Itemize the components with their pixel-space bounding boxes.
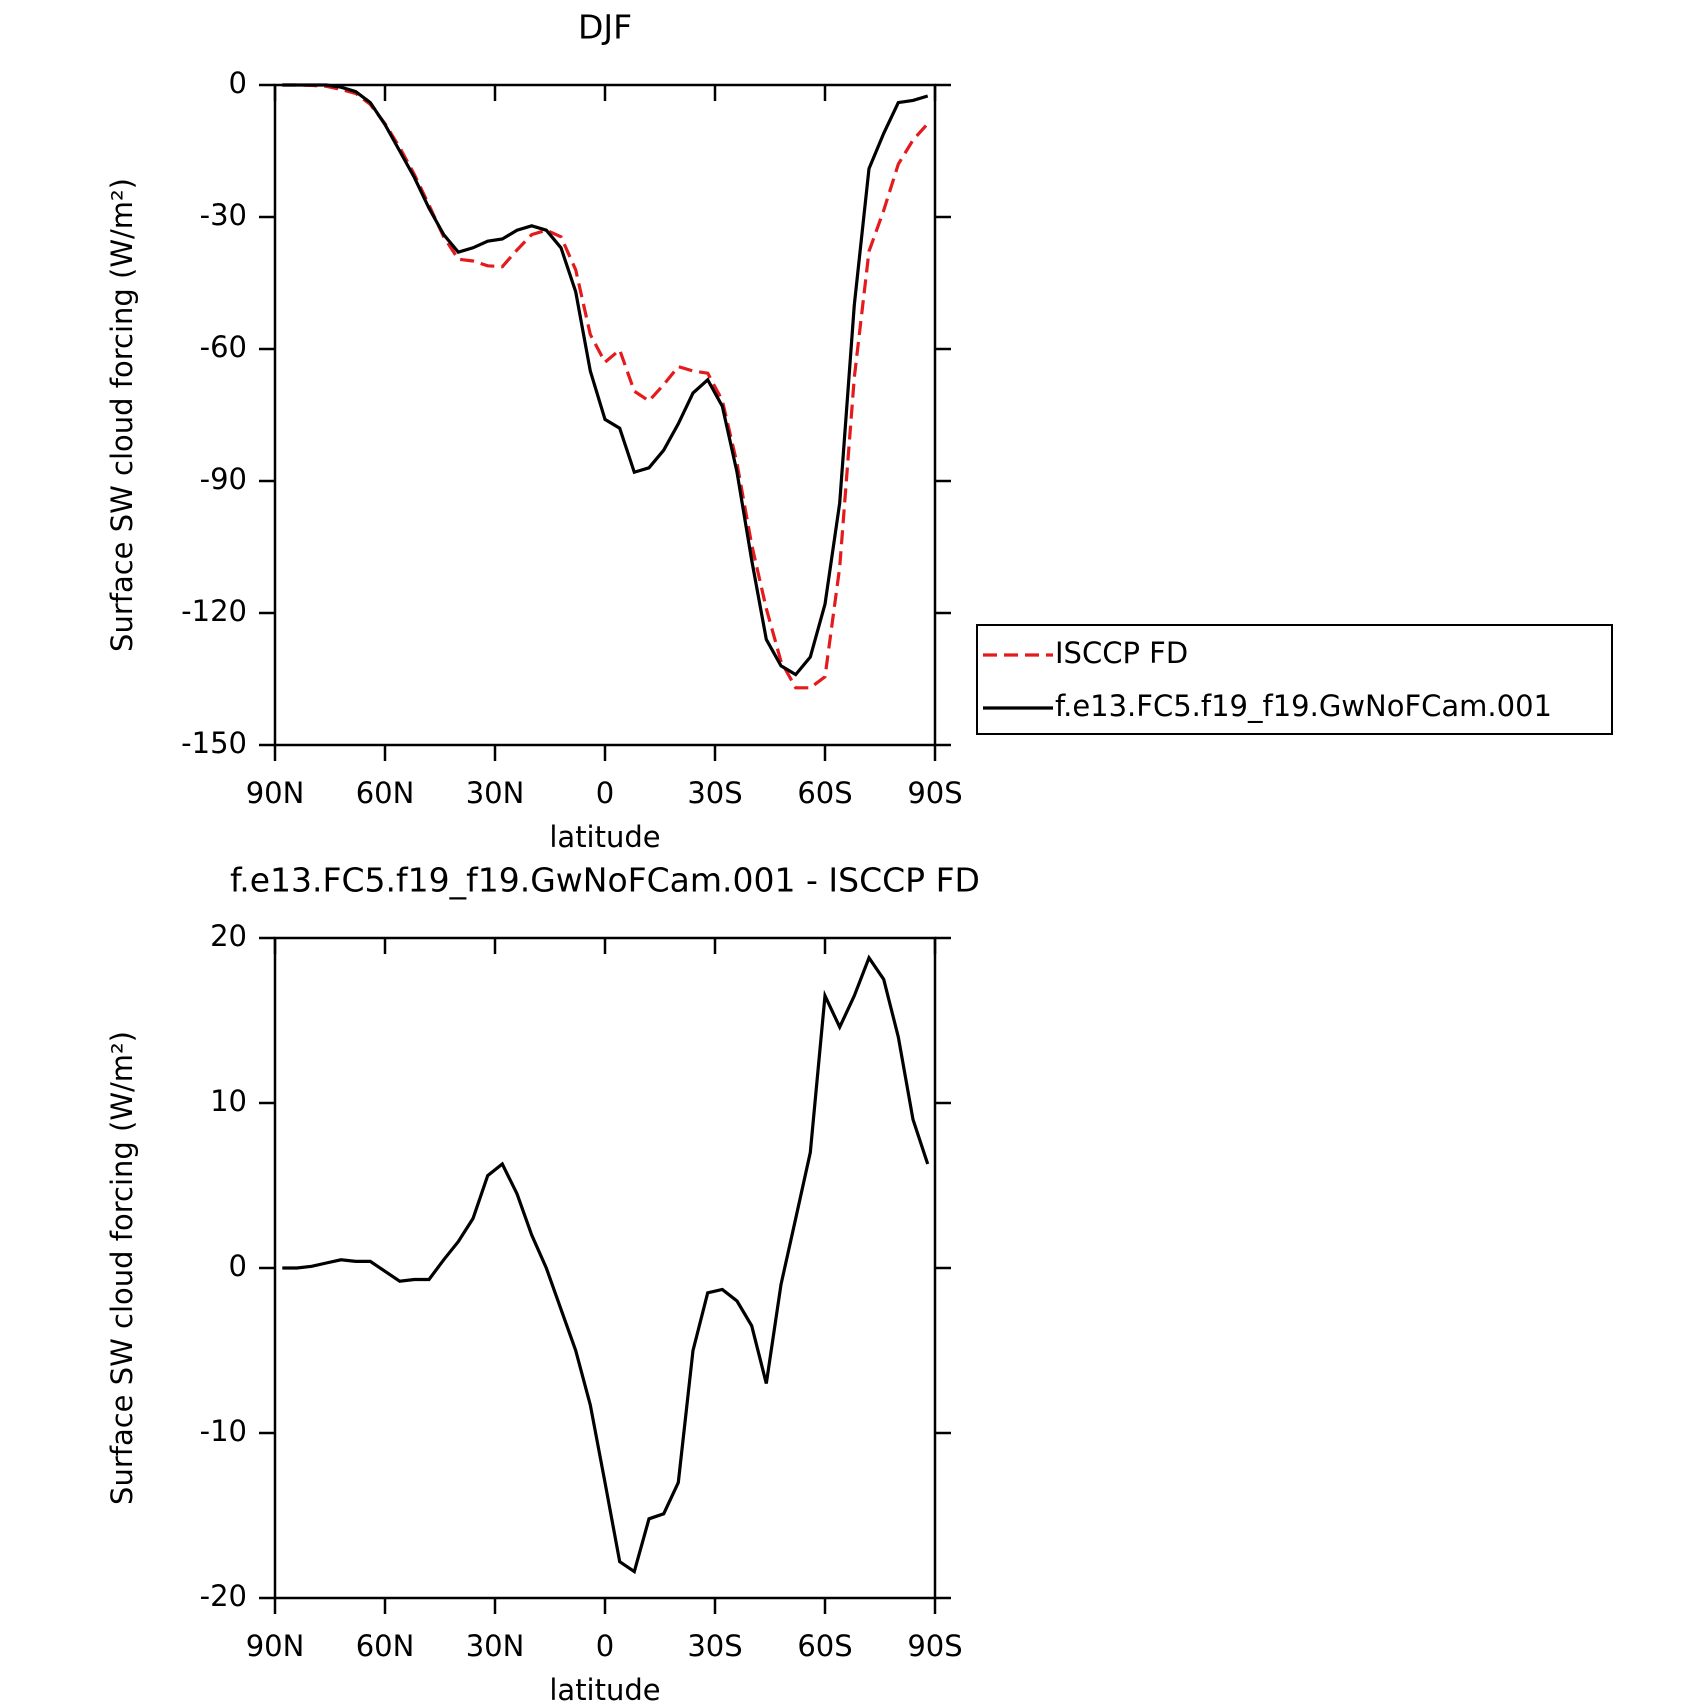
series-line (282, 83, 929, 690)
x-tick-label: 60S (797, 1629, 852, 1663)
y-tick-label: -10 (200, 1414, 247, 1448)
chart-title: f.e13.FC5.f19_f19.GwNoFCam.001 - ISCCP F… (230, 861, 980, 900)
legend-label: ISCCP FD (1055, 636, 1188, 670)
x-tick-label: 60N (356, 1629, 415, 1663)
y-tick-label: 10 (210, 1084, 247, 1118)
y-tick-label: -150 (181, 726, 247, 760)
x-tick-label: 60N (356, 776, 415, 810)
plot-frame (273, 936, 937, 1600)
x-tick-label: 0 (596, 1629, 614, 1663)
y-tick-label: 0 (229, 66, 247, 100)
series-line (282, 83, 929, 677)
legend-box (976, 624, 1613, 735)
x-tick-label: 60S (797, 776, 852, 810)
x-axis-label: latitude (549, 1673, 660, 1707)
y-tick-label: -120 (181, 594, 247, 628)
x-tick-label: 90S (907, 1629, 962, 1663)
x-tick-label: 90S (907, 776, 962, 810)
y-tick-label: -60 (200, 330, 247, 364)
y-tick-label: 0 (229, 1249, 247, 1283)
x-axis-label: latitude (549, 820, 660, 854)
legend-label: f.e13.FC5.f19_f19.GwNoFCam.001 (1055, 689, 1552, 723)
y-axis-label: Surface SW cloud forcing (W/m²) (105, 1031, 139, 1505)
y-tick-label: 20 (210, 919, 247, 953)
x-tick-label: 30N (466, 776, 525, 810)
y-tick-label: -20 (200, 1579, 247, 1613)
series-line (282, 954, 930, 1575)
y-axis-label: Surface SW cloud forcing (W/m²) (105, 178, 139, 652)
x-tick-label: 30N (466, 1629, 525, 1663)
x-tick-label: 90N (246, 1629, 305, 1663)
chart-title: DJF (578, 8, 632, 47)
x-tick-label: 30S (687, 1629, 742, 1663)
x-tick-label: 0 (596, 776, 614, 810)
x-tick-label: 30S (687, 776, 742, 810)
legend: ISCCP FD f.e13.FC5.f19_f19.GwNoFCam.001 (976, 624, 1613, 735)
y-tick-label: -30 (200, 198, 247, 232)
x-tick-label: 90N (246, 776, 305, 810)
y-tick-label: -90 (200, 462, 247, 496)
